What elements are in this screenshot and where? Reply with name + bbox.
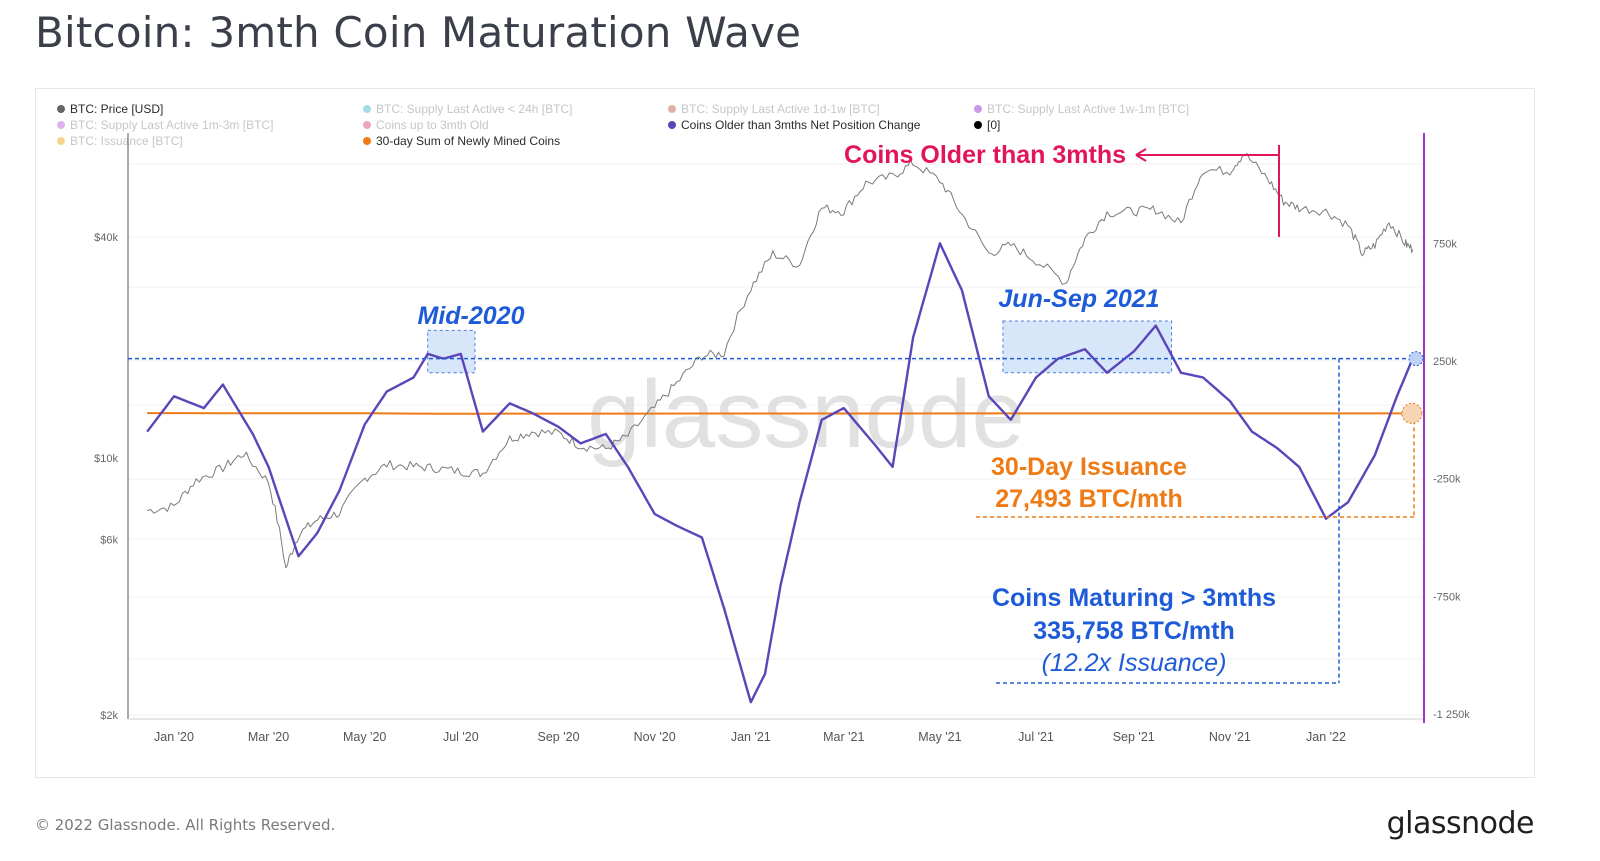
chart-frame: glassnode BTC: Price [USD] BTC: Supply La… — [35, 88, 1535, 778]
highlight-jun-sep-2021 — [1002, 320, 1173, 374]
x-axis-tick: Jul '20 — [443, 730, 479, 744]
right-axis-tick: -250k — [1433, 474, 1461, 486]
left-axis-tick: $40k — [94, 232, 118, 244]
annotation-jun-sep-2021: Jun-Sep 2021 — [998, 285, 1159, 313]
legend-item: BTC: Issuance [BTC] — [70, 134, 183, 148]
right-axis-tick: -750k — [1433, 591, 1461, 603]
legend-swatch — [974, 121, 982, 129]
annotation-issuance-label: 30-Day Issuance — [991, 453, 1187, 481]
x-axis-tick: Jul '21 — [1018, 730, 1054, 744]
legend-swatch — [363, 121, 371, 129]
series-lines — [146, 153, 1414, 704]
page-title: Bitcoin: 3mth Coin Maturation Wave — [35, 8, 802, 57]
x-axis-tick: Mar '20 — [248, 730, 289, 744]
legend-item: Coins up to 3mth Old — [376, 118, 489, 132]
x-axis-tick: Jan '22 — [1306, 730, 1346, 744]
x-axis-tick: Nov '21 — [1209, 730, 1251, 744]
series-price-line — [147, 153, 1414, 569]
legend-item: BTC: Supply Last Active < 24h [BTC] — [376, 102, 572, 116]
right-axis-tick: 750k — [1433, 238, 1457, 250]
legend-item: BTC: Supply Last Active 1w-1m [BTC] — [987, 102, 1189, 116]
x-axis-ticks: Jan '20 Mar '20 May '20 Jul '20 Sep '20 Nov '… — [154, 730, 1346, 744]
highlight-mid-2020 — [427, 329, 476, 374]
glassnode-logo[interactable]: glassnode — [1386, 806, 1535, 841]
left-axis-ticks: $2k $6k $10k $40k — [94, 232, 118, 722]
legend-item: BTC: Supply Last Active 1m-3m [BTC] — [70, 118, 273, 132]
legend-item: BTC: Price [USD] — [70, 102, 163, 116]
legend-swatch — [363, 137, 371, 145]
peak-marker — [1408, 351, 1424, 367]
issuance-marker — [1401, 402, 1423, 424]
highlight-boxes — [427, 320, 1173, 374]
left-axis-tick: $6k — [100, 535, 118, 547]
x-axis-tick: Jan '20 — [154, 730, 194, 744]
x-axis-tick: May '21 — [918, 730, 961, 744]
x-axis-tick: Sep '21 — [1113, 730, 1155, 744]
x-axis-tick: May '20 — [343, 730, 386, 744]
annotation-coins-older: Coins Older than 3mths — [844, 141, 1126, 169]
right-axis-tick: 250k — [1433, 356, 1457, 368]
legend-item: BTC: Supply Last Active 1d-1w [BTC] — [681, 102, 880, 116]
x-axis-tick: Nov '20 — [634, 730, 676, 744]
legend-swatch — [363, 105, 371, 113]
x-axis-tick: Sep '20 — [538, 730, 580, 744]
annotation-maturing-ratio: (12.2x Issuance) — [1042, 649, 1227, 677]
x-axis-tick: Jan '21 — [731, 730, 771, 744]
axes — [127, 133, 1425, 723]
annotation-maturing-value: 335,758 BTC/mth — [1033, 617, 1234, 645]
chart-legend[interactable]: BTC: Price [USD] BTC: Supply Last Active … — [57, 102, 1189, 148]
copyright-text: © 2022 Glassnode. All Rights Reserved. — [35, 816, 336, 834]
right-axis-ticks: 750k 250k -250k -750k -1 250k — [1433, 238, 1470, 721]
legend-item: [0] — [987, 118, 1000, 132]
annotation-maturing-label: Coins Maturing > 3mths — [992, 584, 1276, 612]
left-axis-tick: $2k — [100, 710, 118, 722]
right-axis-tick: -1 250k — [1433, 709, 1470, 721]
legend-item: 30-day Sum of Newly Mined Coins — [376, 134, 560, 148]
annotations: Coins Older than 3mths Mid-2020 Jun-Sep 20… — [128, 141, 1424, 684]
coins-older-arrowhead — [1135, 148, 1147, 162]
legend-swatch — [668, 105, 676, 113]
annotation-issuance-value: 27,493 BTC/mth — [995, 485, 1183, 513]
left-axis-tick: $10k — [94, 453, 118, 465]
chart-svg[interactable]: glassnode BTC: Price [USD] BTC: Supply La… — [36, 89, 1536, 779]
legend-item: Coins Older than 3mths Net Position Chan… — [681, 118, 921, 132]
legend-swatch — [57, 137, 65, 145]
series-net-position-line — [146, 242, 1414, 704]
series-issuance-line — [147, 412, 1413, 415]
legend-swatch — [974, 105, 982, 113]
legend-swatch — [57, 121, 65, 129]
legend-swatch — [57, 105, 65, 113]
annotation-mid-2020: Mid-2020 — [418, 302, 525, 330]
x-axis-tick: Mar '21 — [823, 730, 864, 744]
legend-swatch — [668, 121, 676, 129]
